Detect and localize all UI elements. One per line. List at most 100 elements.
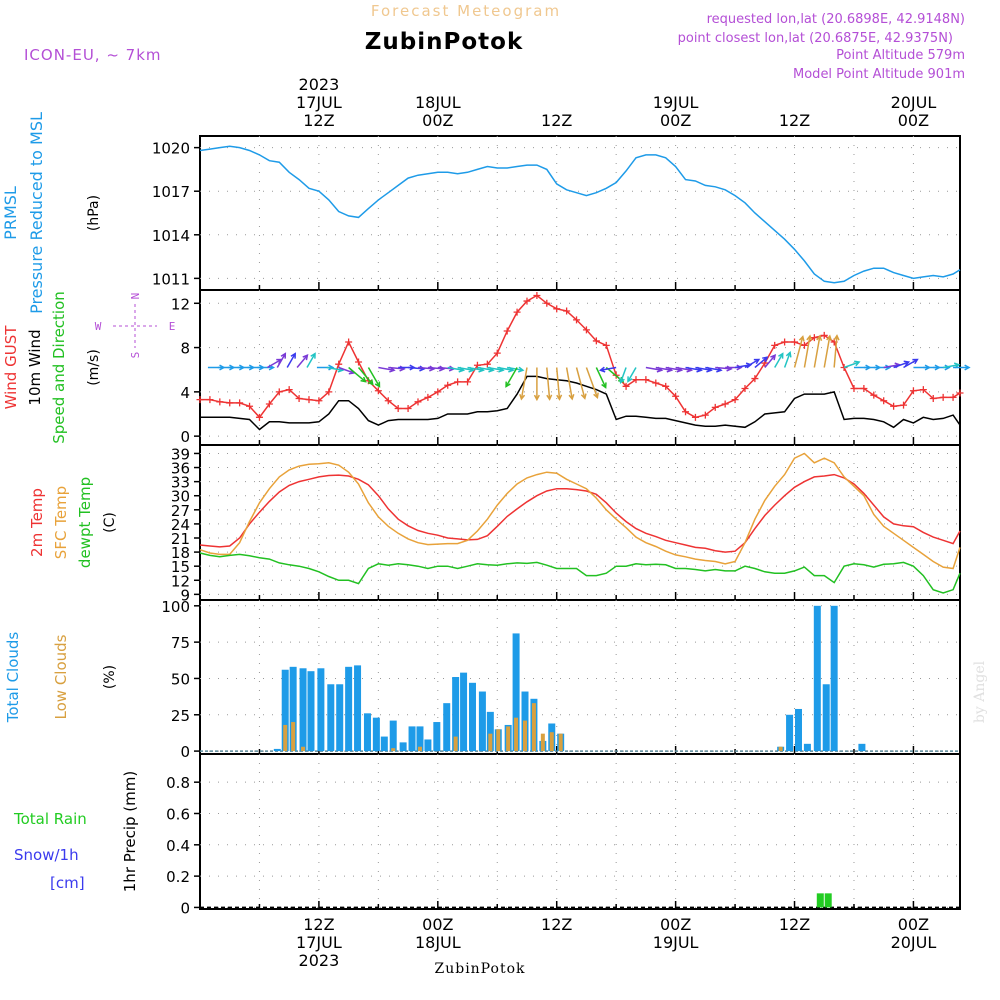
side-label: 2m Temp — [28, 488, 46, 557]
gust-marker — [414, 398, 422, 406]
wind-arrow-head — [816, 334, 823, 341]
location-title: ZubinPotok — [365, 29, 524, 55]
wind-arrow-head — [753, 358, 761, 365]
time-tick-label: 2023 — [299, 951, 340, 970]
y-tick-label: 30 — [171, 488, 190, 506]
gust-marker — [236, 399, 244, 407]
y-tick-label: 9 — [180, 586, 190, 604]
panel-frame — [199, 753, 961, 910]
gust-marker — [691, 413, 699, 421]
wind-arrow — [619, 367, 627, 383]
wind-arrow — [565, 367, 573, 400]
bar-total_clouds — [307, 671, 315, 752]
gust-marker — [900, 401, 908, 409]
bar-total_clouds — [794, 708, 802, 752]
wind-arrow — [833, 335, 838, 368]
y-tick-label: 36 — [171, 460, 190, 478]
gust-marker — [345, 338, 353, 346]
compass-west: W — [95, 320, 102, 333]
gust-marker — [543, 299, 551, 307]
side-label: Total Clouds — [4, 632, 22, 724]
wind-arrow — [367, 367, 381, 387]
bar-total_clouds — [822, 684, 830, 752]
y-tick-label: 1014 — [152, 227, 190, 245]
gust-marker — [672, 392, 680, 400]
panel-frame — [199, 135, 961, 291]
wind-arrow-head — [360, 376, 367, 383]
bar-total_clouds — [424, 739, 432, 752]
y-tick-label: 33 — [171, 474, 190, 492]
compass-north: N — [129, 293, 142, 300]
wind-arrow-head — [598, 366, 606, 373]
gust-marker — [563, 307, 571, 315]
wind-arrow — [655, 366, 672, 372]
gust-marker — [335, 360, 343, 368]
y-tick-label: 0.8 — [166, 774, 190, 792]
gust-marker — [533, 292, 541, 300]
y-tick-label: 24 — [171, 516, 190, 534]
bar-rain — [816, 893, 824, 908]
time-tick-label: 19JUL — [653, 933, 699, 952]
wind-arrow-head — [854, 360, 861, 367]
y-tick-label: 18 — [171, 544, 190, 562]
wind-arrow — [695, 366, 712, 372]
gust-marker — [731, 396, 739, 404]
bar-total_clouds — [289, 666, 297, 752]
y-tick-label: 8 — [180, 340, 190, 358]
time-tick-label: 00Z — [660, 111, 691, 130]
gust-marker — [255, 413, 263, 421]
gust-marker — [434, 388, 442, 396]
bar-low_clouds — [453, 736, 458, 752]
wind-arrow — [715, 366, 732, 370]
wind-arrow — [546, 367, 551, 400]
meteogram-faint-title: Forecast Meteogram — [371, 2, 561, 20]
gust-marker — [206, 396, 214, 404]
gust-marker — [384, 397, 392, 405]
y-tick-label: 0 — [180, 743, 190, 761]
closest-coords: point closest lon,lat (20.6875E, 42.9375… — [678, 31, 953, 46]
gust-marker — [295, 395, 303, 402]
wind-arrow-head — [944, 364, 951, 371]
wind-arrow-head — [593, 392, 599, 400]
gust-marker — [880, 397, 888, 405]
wind-arrow-head — [533, 394, 540, 402]
gust-marker — [741, 385, 749, 393]
side-label: Wind GUST — [2, 325, 20, 410]
wind-arrow — [783, 352, 791, 368]
y-tick-label: 50 — [171, 670, 190, 688]
y-tick-label: 21 — [171, 530, 190, 548]
wind-arrow — [467, 366, 484, 372]
side-label: [cm] — [50, 874, 85, 892]
unit-label: (%) — [102, 665, 118, 689]
bar-total_clouds — [389, 720, 397, 752]
wind-arrow — [447, 366, 464, 372]
unit-label: 1hr Precip (mm) — [121, 771, 139, 892]
wind-arrow — [685, 366, 702, 372]
time-tick-label: 12Z — [303, 915, 334, 934]
wind-arrow — [267, 358, 282, 369]
bar-total_clouds — [299, 668, 307, 752]
y-tick-label: 15 — [171, 558, 190, 576]
side-label: Snow/1h — [14, 846, 79, 864]
gust-marker — [285, 386, 293, 394]
y-tick-label: 1017 — [152, 183, 190, 201]
wind-arrow — [645, 366, 662, 372]
series-line-pressure — [199, 145, 961, 284]
bar-low_clouds — [558, 733, 563, 752]
gust-marker — [652, 379, 660, 387]
bar-low_clouds — [523, 720, 528, 752]
bar-low_clouds — [506, 726, 511, 752]
bar-total_clouds — [460, 672, 468, 752]
gust-marker — [404, 404, 412, 412]
panel-pressure: 1011 1014 1017 1020 PRMSL Pressure Reduced to… — [1, 112, 961, 314]
bar-low_clouds — [417, 746, 422, 752]
gust-marker — [949, 393, 957, 401]
unit-label: (hPa) — [86, 195, 102, 231]
footer-location: ZubinPotok — [434, 961, 525, 977]
wind-arrow — [306, 353, 316, 368]
y-tick-label: 12 — [171, 572, 190, 590]
bar-rain — [824, 893, 832, 908]
